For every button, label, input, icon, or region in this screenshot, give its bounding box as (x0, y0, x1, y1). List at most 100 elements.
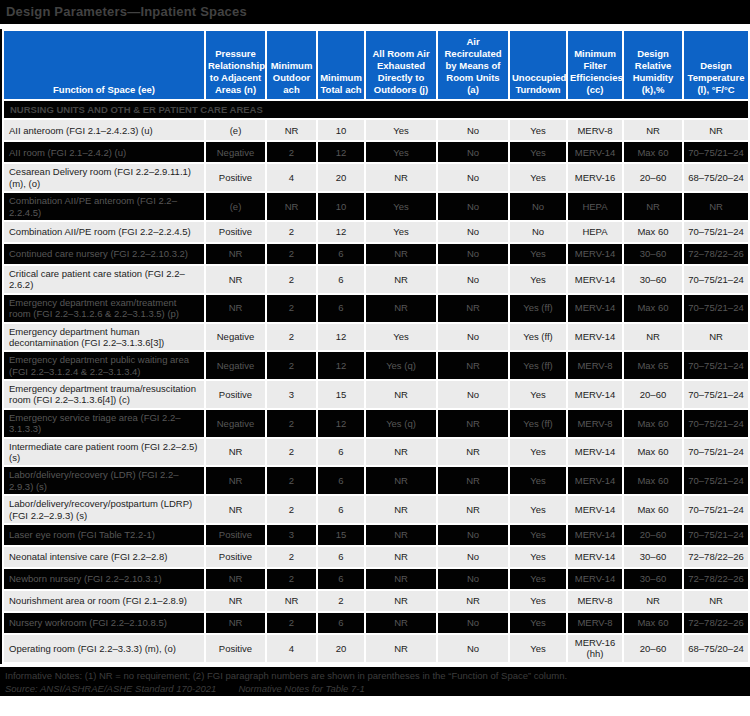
value-cell: NR (366, 467, 436, 494)
bottom-margin (0, 696, 750, 702)
value-cell: NR (206, 266, 265, 293)
function-of-space-cell: Continued care nursery (FGI 2.2–2.10.3.2… (4, 244, 204, 264)
value-cell: (e) (206, 120, 265, 140)
value-cell: 70–75/21–24 (684, 410, 748, 437)
col-header-function-of-space: Function of Space (ee) (4, 31, 204, 99)
table-footer: Informative Notes: (1) NR = no requireme… (0, 667, 750, 696)
table-row: Newborn nursery (FGI 2.2–2.10.3.1)NR26NR… (4, 569, 748, 589)
value-cell: (e) (206, 193, 265, 220)
value-cell: Yes (510, 525, 566, 545)
value-cell: 4 (267, 164, 316, 191)
value-cell: NR (267, 120, 316, 140)
value-cell: NR (366, 613, 436, 633)
value-cell: No (438, 164, 508, 191)
value-cell: 2 (267, 569, 316, 589)
value-cell: 2 (267, 244, 316, 264)
value-cell: 20–60 (624, 525, 682, 545)
value-cell: NR (366, 496, 436, 523)
value-cell: Max 60 (624, 222, 682, 242)
value-cell: 72–78/22–26 (684, 244, 748, 264)
value-cell: Yes (510, 244, 566, 264)
value-cell: NR (366, 591, 436, 611)
value-cell: NR (684, 324, 748, 351)
function-of-space-cell: AII room (FGI 2.1–2.4.2) (u) (4, 142, 204, 162)
table-row: Labor/delivery/recovery (LDR) (FGI 2.2–2… (4, 467, 748, 494)
value-cell: No (438, 635, 508, 662)
value-cell: 6 (318, 266, 364, 293)
value-cell: 2 (267, 324, 316, 351)
value-cell: 72–78/22–26 (684, 569, 748, 589)
value-cell: MERV-14 (568, 439, 622, 466)
value-cell: Max 60 (624, 439, 682, 466)
value-cell: 3 (267, 525, 316, 545)
value-cell: MERV-14 (568, 467, 622, 494)
value-cell: MERV-14 (568, 324, 622, 351)
value-cell: No (510, 193, 566, 220)
value-cell: Negative (206, 142, 265, 162)
table-row: Cesarean Delivery room (FGI 2.2–2.9.11.1… (4, 164, 748, 191)
value-cell: Yes (q) (366, 410, 436, 437)
section-header-row: NURSING UNITS AND OTH & ER PATIENT CARE … (4, 101, 748, 118)
value-cell: 70–75/21–24 (684, 467, 748, 494)
value-cell: NR (267, 591, 316, 611)
value-cell: 30–60 (624, 244, 682, 264)
value-cell: 3 (267, 381, 316, 408)
value-cell: 6 (318, 569, 364, 589)
function-of-space-cell: Labor/delivery/recovery/postpartum (LDRP… (4, 496, 204, 523)
value-cell: NR (624, 193, 682, 220)
value-cell: 2 (267, 496, 316, 523)
value-cell: 10 (318, 120, 364, 140)
value-cell: No (438, 547, 508, 567)
value-cell: 30–60 (624, 547, 682, 567)
function-of-space-cell: Intermediate care patient room (FGI 2.2–… (4, 439, 204, 466)
value-cell: NR (366, 439, 436, 466)
value-cell: NR (206, 613, 265, 633)
value-cell: NR (366, 244, 436, 264)
value-cell: Yes (q) (366, 352, 436, 379)
value-cell: Max 60 (624, 467, 682, 494)
value-cell: MERV-8 (568, 613, 622, 633)
value-cell: 2 (318, 591, 364, 611)
function-of-space-cell: Combination AII/PE room (FGI 2.2–2.2.4.5… (4, 222, 204, 242)
function-of-space-cell: Laser eye room (FGI Table T2.2-1) (4, 525, 204, 545)
value-cell: 70–75/21–24 (684, 439, 748, 466)
table-row: AII anteroom (FGI 2.1–2.4.2.3) (u)(e)NR1… (4, 120, 748, 140)
value-cell: 2 (267, 439, 316, 466)
value-cell: No (438, 266, 508, 293)
col-header-relative-humidity: Design Relative Humidity (k),% (624, 31, 682, 99)
value-cell: 68–75/20–24 (684, 635, 748, 662)
table-row: Emergency department exam/treatment room… (4, 295, 748, 322)
value-cell: MERV-14 (568, 381, 622, 408)
function-of-space-cell: Operating room (FGI 2.2–3.3.3) (m), (o) (4, 635, 204, 662)
value-cell: 20–60 (624, 164, 682, 191)
value-cell: Yes (366, 120, 436, 140)
value-cell: Yes (510, 496, 566, 523)
value-cell: No (438, 193, 508, 220)
function-of-space-cell: Labor/delivery/recovery (LDR) (FGI 2.2–2… (4, 467, 204, 494)
value-cell: No (438, 569, 508, 589)
value-cell: 70–75/21–24 (684, 381, 748, 408)
value-cell: NR (366, 381, 436, 408)
value-cell: Yes (ff) (510, 324, 566, 351)
value-cell: 20–60 (624, 381, 682, 408)
value-cell: 72–78/22–26 (684, 547, 748, 567)
value-cell: Positive (206, 547, 265, 567)
value-cell: NR (366, 525, 436, 545)
value-cell: NR (684, 193, 748, 220)
value-cell: 15 (318, 381, 364, 408)
value-cell: Max 60 (624, 295, 682, 322)
value-cell: MERV-14 (568, 496, 622, 523)
value-cell: NR (438, 467, 508, 494)
value-cell: 6 (318, 244, 364, 264)
value-cell: MERV-14 (568, 142, 622, 162)
col-header-min-total-ach: Minimum Total ach (318, 31, 364, 99)
value-cell: 6 (318, 295, 364, 322)
value-cell: NR (438, 295, 508, 322)
value-cell: Yes (510, 591, 566, 611)
value-cell: No (438, 142, 508, 162)
table-row: AII room (FGI 2.1–2.4.2) (u)Negative212Y… (4, 142, 748, 162)
value-cell: 30–60 (624, 569, 682, 589)
function-of-space-cell: Emergency department public waiting area… (4, 352, 204, 379)
value-cell: NR (366, 266, 436, 293)
value-cell: NR (206, 467, 265, 494)
